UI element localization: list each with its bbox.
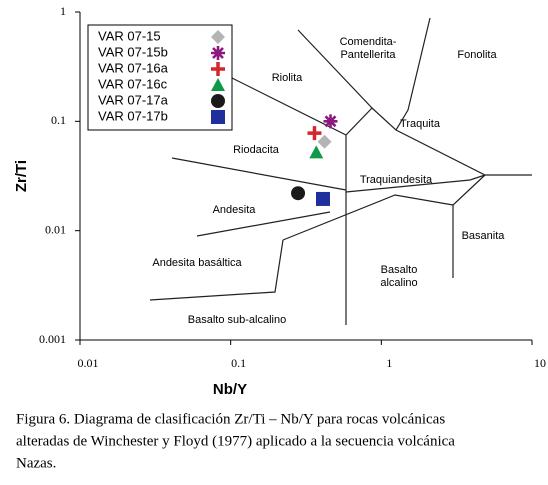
region-label: Traquita (400, 118, 441, 130)
data-point (291, 186, 306, 201)
x-tick-label: 0.1 (231, 356, 246, 370)
y-tick-label: 0.1 (51, 113, 66, 127)
y-tick-label: 1 (60, 4, 66, 18)
legend-label: VAR 07-17a (98, 92, 169, 107)
legend-marker (211, 110, 225, 124)
data-point (323, 114, 338, 129)
legend-box (87, 24, 233, 131)
x-tick-label: 1 (386, 356, 392, 370)
caption-line: Nazas. (16, 455, 56, 471)
legend-marker (211, 94, 225, 108)
boundary (231, 77, 347, 136)
boundary (282, 194, 454, 241)
data-point (307, 126, 322, 141)
x-axis-title: Nb/Y (213, 381, 247, 398)
boundary (345, 174, 486, 193)
data-point (317, 134, 332, 149)
region-label: Andesita (213, 204, 257, 216)
region-label: Basalto (381, 264, 418, 276)
legend-label: VAR 07-16a (98, 60, 169, 75)
y-axis-title: Zr/Ti (13, 160, 30, 192)
legend-marker (211, 78, 225, 91)
boundary (149, 239, 284, 301)
region-label: Basalto sub-alcalino (188, 314, 286, 326)
region-label: Fonolita (457, 49, 497, 61)
region-label: Riolita (272, 72, 303, 84)
y-tick-label: 0.001 (39, 332, 66, 346)
boundary (395, 17, 431, 131)
legend-marker (211, 30, 225, 44)
region-label: Pantellerita (340, 49, 396, 61)
boundary (171, 157, 347, 191)
legend-marker (211, 46, 225, 60)
data-point (315, 191, 330, 206)
boundary (196, 211, 331, 237)
legend-label: VAR 07-16c (98, 76, 168, 91)
classification-boundaries (149, 17, 532, 325)
legend-label: VAR 07-17b (98, 108, 168, 123)
legend-marker (211, 62, 225, 76)
boundary (452, 174, 486, 278)
y-tick-label: 0.01 (45, 222, 66, 236)
caption-line: Figura 6. Diagrama de clasificación Zr/T… (16, 411, 445, 427)
region-label: Riodacita (233, 144, 280, 156)
region-label: Basanita (462, 230, 506, 242)
data-point (309, 145, 324, 159)
region-label: Andesita basáltica (152, 257, 242, 269)
x-tick-label: 0.01 (78, 356, 99, 370)
legend-label: VAR 07-15 (98, 28, 161, 43)
region-label: Comendita- (340, 36, 397, 48)
x-tick-label: 10 (534, 356, 546, 370)
legend-label: VAR 07-15b (98, 44, 168, 59)
boundary (371, 107, 532, 176)
region-label: Traquiandesita (360, 174, 433, 186)
caption-line: alteradas de Winchester y Floyd (1977) a… (16, 433, 455, 449)
region-label: alcalino (380, 277, 417, 289)
